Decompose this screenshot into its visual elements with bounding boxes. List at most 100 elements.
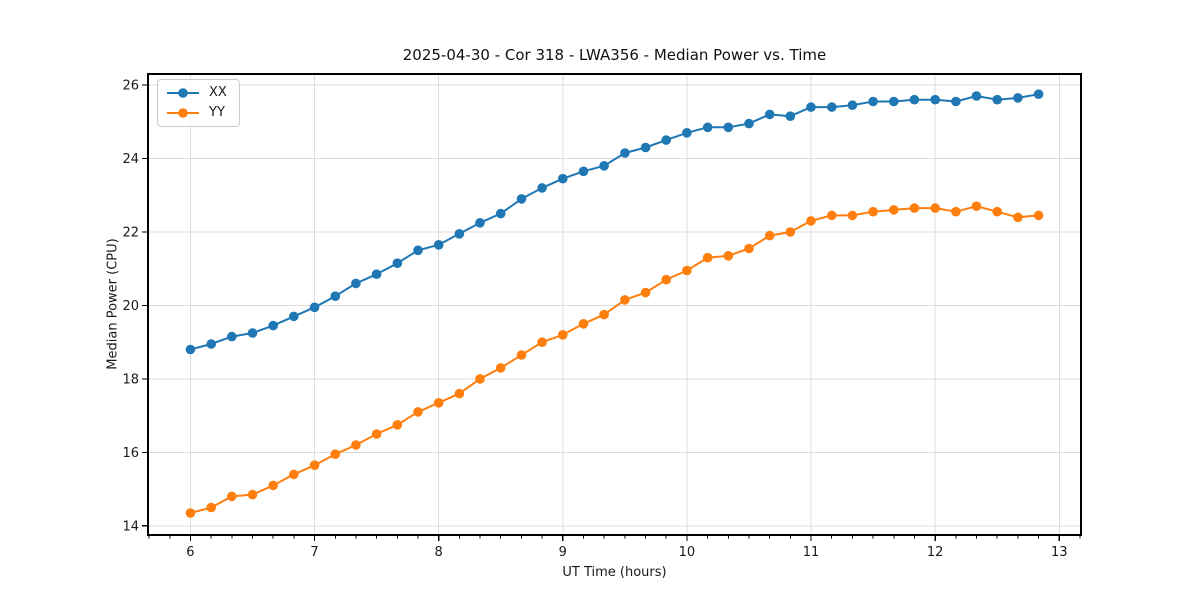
series-xx-marker [185, 344, 196, 355]
series-xx-marker [1033, 89, 1044, 99]
legend-entry-yy: YY [166, 105, 227, 120]
series-yy-marker [227, 491, 237, 502]
series-yy-marker [309, 460, 320, 471]
y-tick-label: 18 [122, 372, 139, 387]
series-yy-marker [806, 216, 816, 226]
series-yy-marker [475, 374, 485, 384]
series-yy-marker [599, 309, 609, 320]
series-yy-marker [785, 227, 796, 237]
series-yy-marker [537, 337, 547, 348]
series-yy-marker [330, 449, 341, 460]
series-xx-marker [1013, 93, 1023, 103]
series-xx-marker [951, 96, 961, 107]
series-yy-marker [640, 287, 651, 298]
series-xx-marker [971, 91, 982, 101]
series-yy-marker [185, 508, 196, 518]
series-xx-marker [785, 111, 796, 121]
y-tick-label: 14 [122, 519, 139, 534]
series-xx-marker [309, 302, 320, 313]
series-xx-marker [247, 328, 258, 338]
series-xx-marker [495, 208, 506, 219]
y-axis-label: Median Power (CPU) [105, 238, 121, 370]
x-tick-label: 6 [186, 545, 194, 560]
series-xx-marker [723, 122, 734, 133]
series-yy-marker [930, 203, 940, 213]
series-xx-marker [992, 94, 1002, 105]
series-yy-marker [392, 420, 403, 430]
series-yy-marker [889, 205, 899, 215]
series-xx-marker [475, 218, 485, 228]
plot-border [147, 73, 1082, 536]
legend-line-marker-icon [167, 107, 199, 118]
series-yy-marker [847, 210, 858, 221]
x-tick-label: 12 [927, 545, 944, 560]
series-xx-marker [702, 122, 713, 133]
series-xx-marker [806, 102, 816, 112]
y-tick-label: 16 [122, 446, 139, 461]
series-yy-marker [495, 363, 506, 373]
series-xx-marker [351, 278, 361, 289]
series-yy-marker [971, 201, 982, 211]
series-xx-marker [889, 96, 899, 107]
x-axis-label: UT Time (hours) [562, 565, 667, 580]
series-xx-line [189, 93, 1040, 351]
series-yy-marker [371, 429, 382, 439]
series-xx-marker [558, 173, 568, 184]
y-tick-label: 24 [122, 152, 139, 167]
series-yy-marker [1033, 210, 1044, 221]
series-xx-marker [682, 128, 692, 138]
legend-label-xx: XX [209, 85, 227, 100]
series-yy-marker [268, 480, 279, 491]
series-xx-marker [206, 339, 216, 349]
series-yy-marker [289, 469, 299, 480]
series-xx-marker [827, 102, 837, 112]
series-yy-marker [558, 330, 568, 340]
series-yy-marker [620, 295, 630, 305]
x-tick-label: 10 [679, 545, 696, 560]
series-yy-marker [206, 502, 216, 513]
series-xx-marker [392, 258, 403, 269]
series-xx-marker [268, 320, 279, 331]
series-xx-marker [620, 148, 630, 158]
legend-entry-xx: XX [166, 85, 227, 100]
series-xx-marker [413, 245, 423, 256]
series-yy-marker [723, 251, 734, 261]
chart-title: 2025-04-30 - Cor 318 - LWA356 - Median P… [402, 46, 827, 64]
series-xx-marker [227, 331, 237, 342]
y-tick-label: 22 [122, 225, 139, 240]
series-xx-marker [909, 94, 920, 105]
y-tick-label: 26 [122, 79, 139, 94]
series-xx-marker [930, 94, 940, 105]
series-xx-marker [764, 109, 775, 120]
series-xx-marker [537, 183, 547, 193]
series-xx-marker [661, 135, 671, 145]
series-yy-marker [992, 206, 1002, 217]
series-xx-marker [578, 166, 589, 177]
series-xx-marker [433, 240, 444, 250]
series-xx-marker [516, 194, 527, 204]
series-xx-marker [371, 269, 382, 280]
series-xx-marker [599, 161, 609, 171]
x-tick-label: 11 [803, 545, 820, 560]
series-xx-marker [330, 291, 341, 302]
series-yy-marker [413, 407, 423, 417]
x-tick-label: 7 [310, 545, 318, 560]
series-yy-marker [454, 388, 465, 399]
series-yy-marker [516, 350, 527, 360]
series-xx-marker [847, 100, 858, 110]
series-xx-marker [868, 96, 878, 107]
series-xx-marker [289, 311, 299, 322]
y-tick-label: 20 [122, 299, 139, 314]
series-xx-marker [744, 118, 754, 129]
series-yy-marker [909, 203, 920, 213]
series-yy-marker [351, 440, 361, 450]
series-xx-marker [454, 229, 465, 239]
series-yy-marker [1013, 212, 1023, 223]
series-yy-marker [827, 210, 837, 221]
series-yy-marker [661, 274, 671, 285]
series-yy-marker [578, 319, 589, 329]
x-tick-label: 9 [559, 545, 567, 560]
series-yy-marker [951, 206, 961, 217]
